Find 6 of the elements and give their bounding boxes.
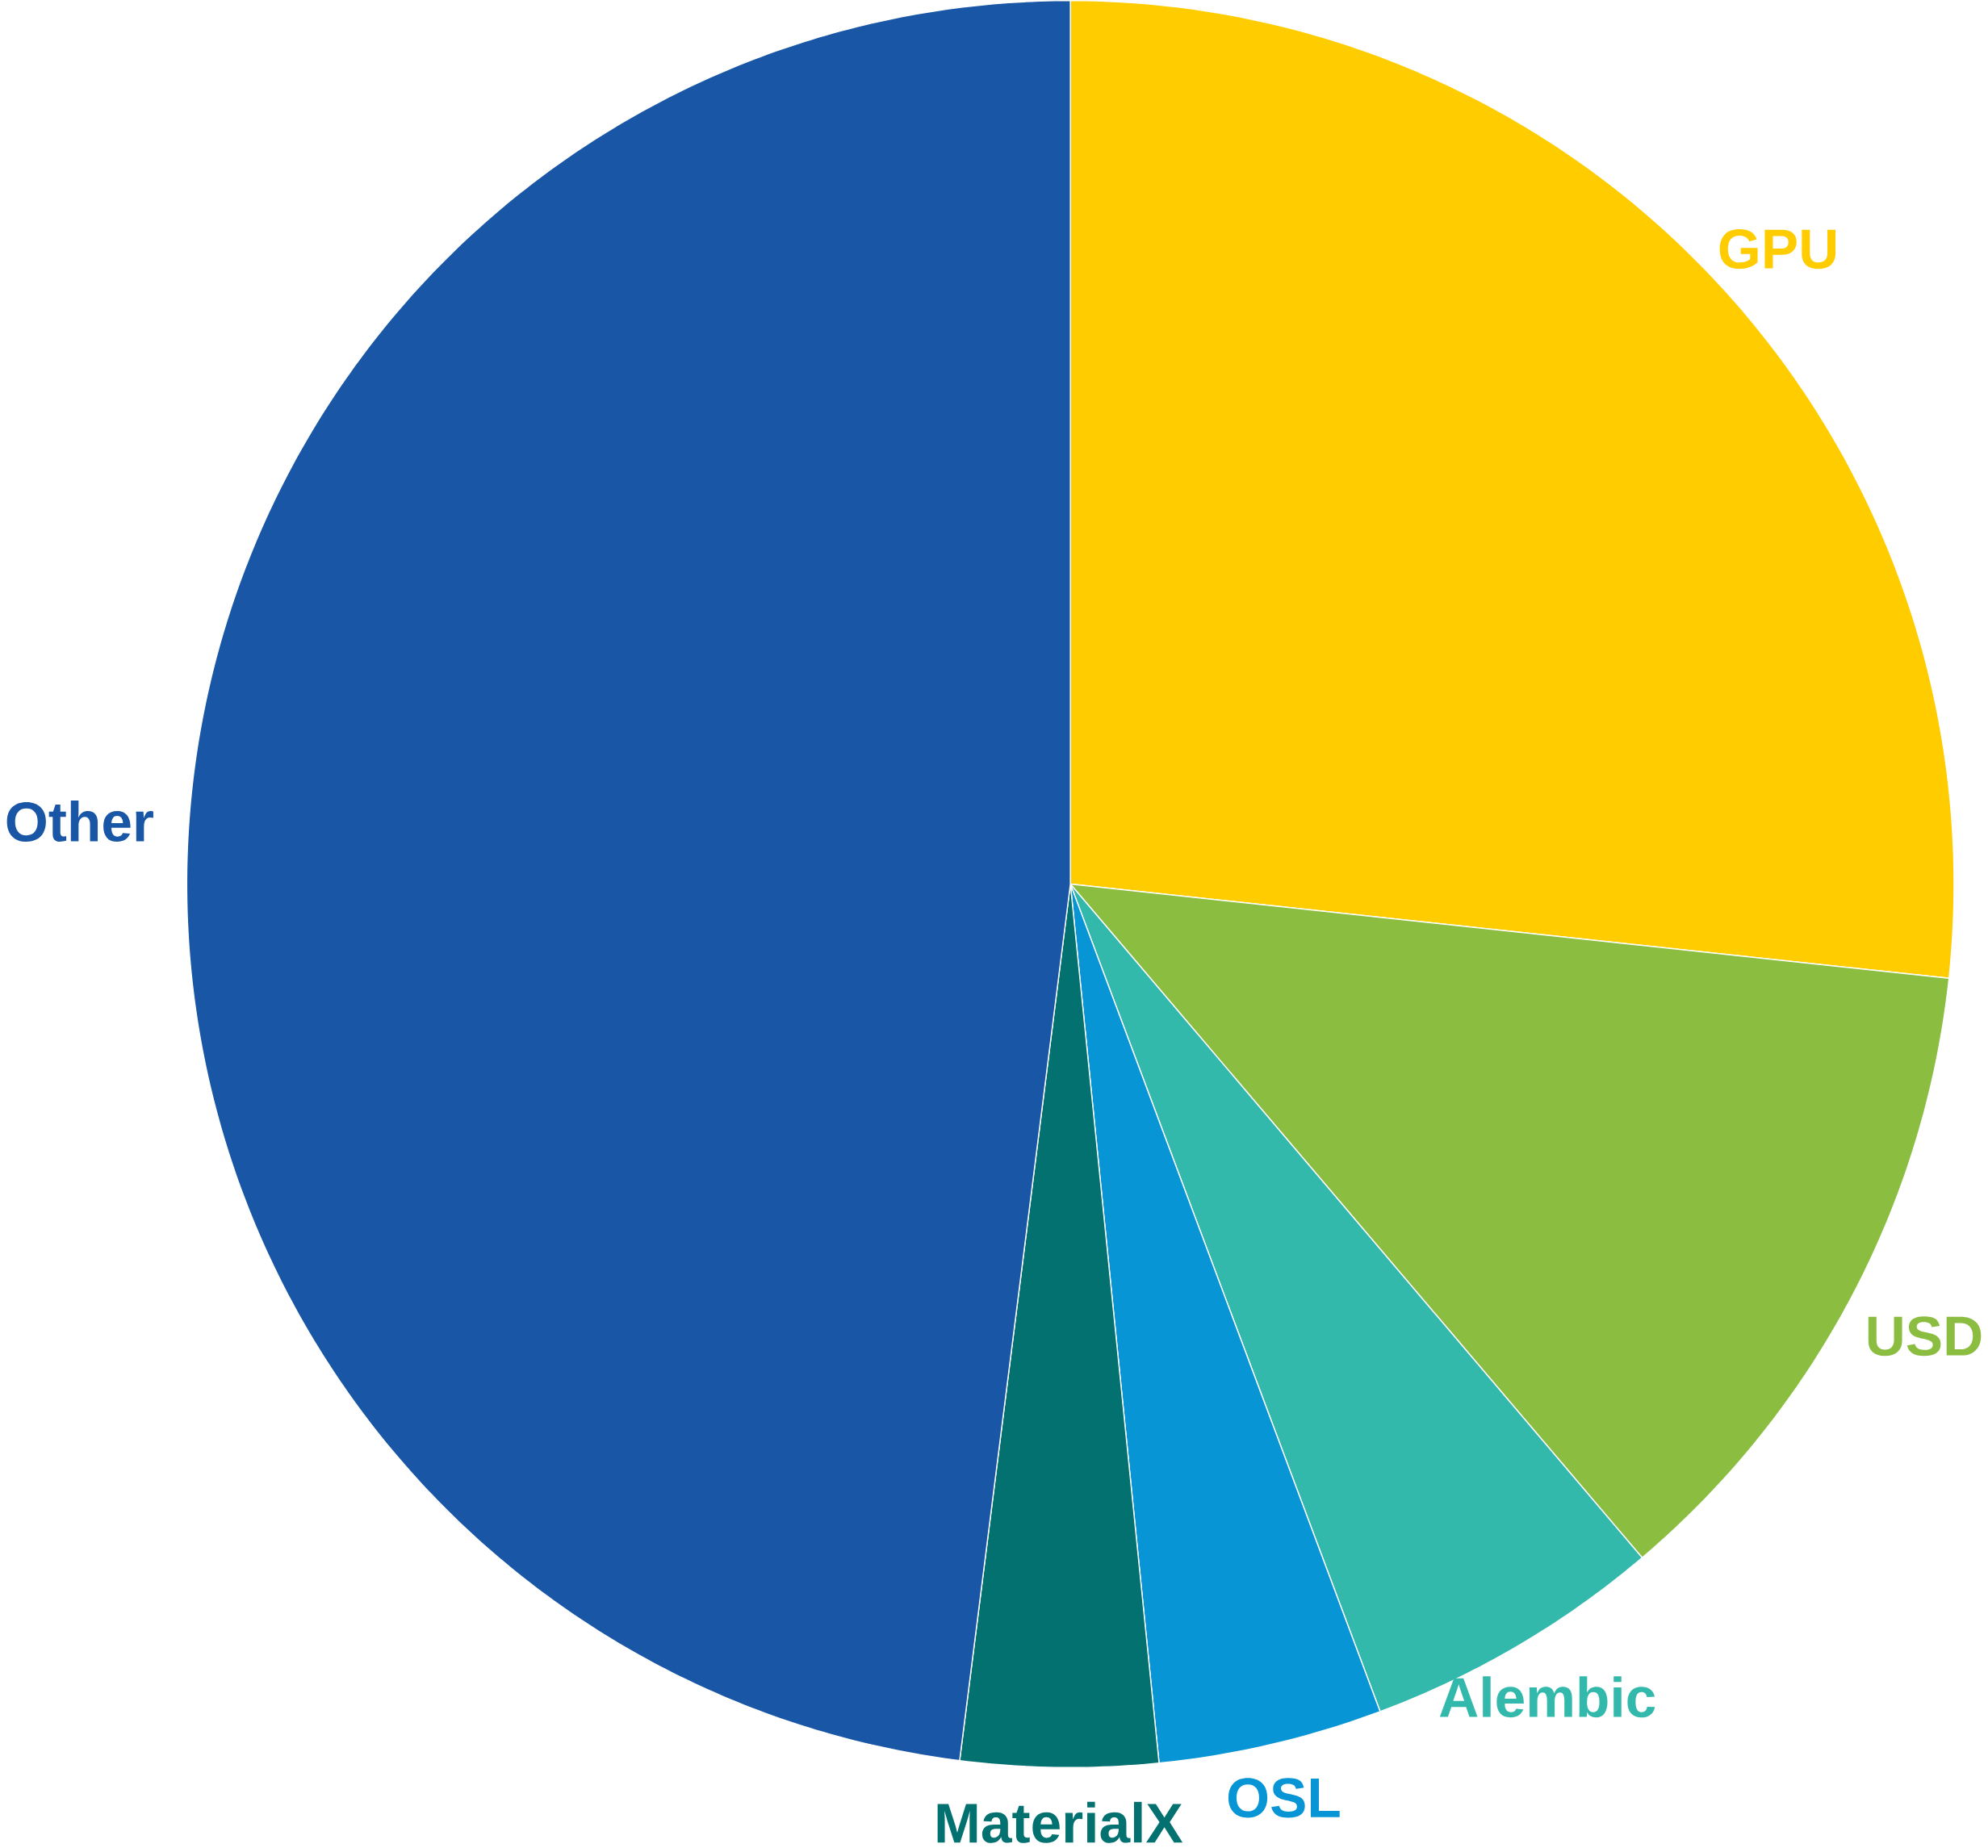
- slice-label: USD: [1868, 1316, 1982, 1357]
- slice-label: MaterialX: [937, 1802, 1183, 1844]
- slice-label: Other: [6, 801, 153, 842]
- slice-label: GPU: [1719, 229, 1836, 270]
- slice-label: Alembic: [1439, 1676, 1655, 1718]
- slice-label: OSL: [1228, 1778, 1340, 1818]
